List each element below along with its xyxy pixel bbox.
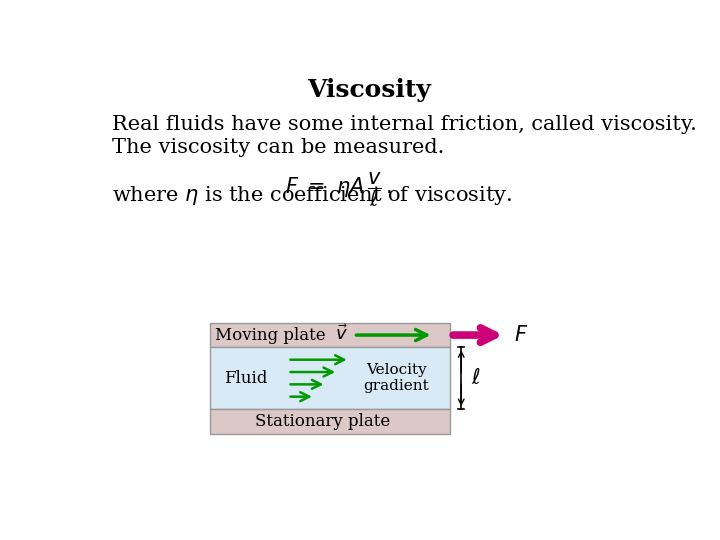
Text: $F$: $F$	[514, 325, 528, 345]
Bar	[210, 323, 451, 347]
Bar	[210, 409, 451, 434]
Text: Real fluids have some internal friction, called viscosity.: Real fluids have some internal friction,…	[112, 115, 696, 134]
Text: Viscosity: Viscosity	[307, 78, 431, 102]
Text: Moving plate: Moving plate	[215, 327, 326, 343]
Text: The viscosity can be measured.: The viscosity can be measured.	[112, 138, 444, 157]
Text: Velocity
gradient: Velocity gradient	[364, 363, 429, 393]
Text: $F \ = \ \eta A \, \dfrac{v}{\ell}\,.$: $F \ = \ \eta A \, \dfrac{v}{\ell}\,.$	[284, 170, 392, 209]
Text: $\ell$: $\ell$	[472, 368, 481, 388]
Text: Fluid: Fluid	[224, 370, 267, 387]
Text: where $\eta$ is the coefficient of viscosity.: where $\eta$ is the coefficient of visco…	[112, 184, 512, 207]
Text: Stationary plate: Stationary plate	[255, 413, 390, 430]
Bar	[210, 347, 451, 409]
Text: $\vec{v}$: $\vec{v}$	[336, 325, 348, 344]
